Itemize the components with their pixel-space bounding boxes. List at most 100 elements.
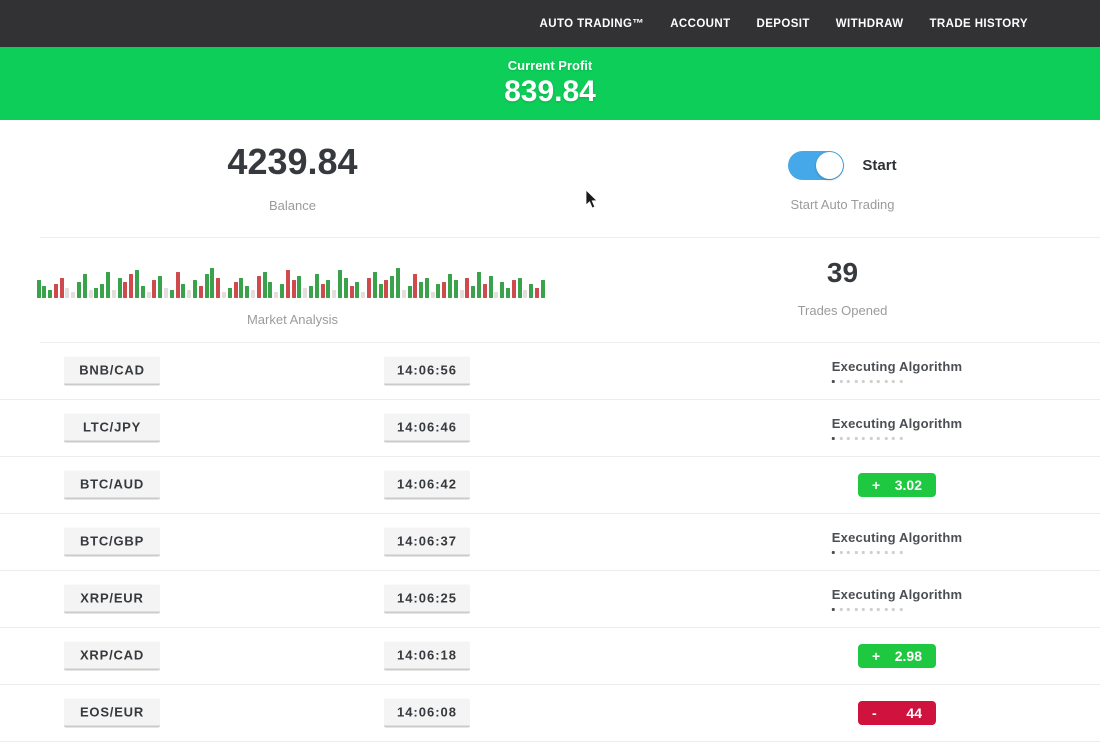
analysis-bar	[535, 288, 540, 298]
analysis-bar	[123, 282, 128, 298]
analysis-bar	[111, 290, 116, 298]
result-badge: + 3.02	[858, 473, 936, 497]
time-badge: 14:06:37	[384, 527, 470, 557]
nav-item-trade-history[interactable]: TRADE HISTORY	[929, 17, 1028, 30]
executing-status: Executing Algorithm	[831, 416, 963, 440]
analysis-bar	[233, 282, 238, 298]
analysis-bar	[245, 286, 250, 298]
executing-label: Executing Algorithm	[831, 359, 963, 374]
analysis-bar	[152, 280, 157, 298]
analysis-bar	[413, 274, 418, 298]
table-row: XRP/CAD 14:06:18 + 2.98	[0, 628, 1100, 685]
result-value: 2.98	[894, 648, 922, 664]
analysis-bar	[442, 282, 447, 298]
table-row: BTC/AUD 14:06:42 + 3.02	[0, 457, 1100, 514]
analysis-bar	[129, 274, 134, 298]
analysis-bar	[477, 272, 482, 298]
analysis-bar	[158, 276, 163, 298]
analysis-bar	[465, 278, 470, 298]
analysis-bar	[343, 278, 348, 298]
analysis-bar	[71, 292, 76, 298]
nav-item-withdraw[interactable]: WITHDRAW	[835, 17, 904, 30]
analysis-bar	[262, 272, 267, 298]
analysis-bar	[82, 274, 87, 298]
analysis-bar	[453, 280, 458, 298]
result-badge: + 2.98	[858, 644, 936, 668]
time-badge: 14:06:18	[384, 641, 470, 671]
trades-opened-value: 39	[826, 257, 859, 288]
analysis-bar	[65, 288, 70, 298]
analysis-bar	[314, 274, 319, 298]
analysis-bar	[204, 274, 209, 298]
analysis-bar	[140, 286, 145, 298]
time-badge: 14:06:56	[384, 356, 470, 386]
analysis-bar	[378, 284, 383, 298]
analysis-bar	[135, 270, 140, 298]
pair-badge: XRP/EUR	[64, 584, 160, 614]
table-top-divider	[40, 342, 1100, 343]
analysis-bar	[181, 284, 186, 298]
analysis-bar	[540, 280, 545, 298]
analysis-bar	[424, 278, 429, 298]
analysis-bar	[523, 290, 528, 298]
pair-badge: BTC/AUD	[64, 470, 160, 500]
analysis-bar	[88, 290, 93, 298]
progress-dots	[831, 551, 962, 554]
analysis-bar	[372, 272, 377, 298]
time-badge: 14:06:46	[384, 413, 470, 443]
analysis-bar	[117, 278, 122, 298]
market-analysis-label: Market Analysis	[246, 312, 339, 327]
analysis-bar	[471, 286, 476, 298]
market-analysis-chart	[36, 260, 549, 298]
top-nav: AUTO TRADING™ ACCOUNT DEPOSIT WITHDRAW T…	[0, 0, 1100, 47]
analysis-bar	[355, 282, 360, 298]
balance-label: Balance	[269, 197, 316, 213]
table-row: BTC/GBP 14:06:37 Executing Algorithm	[0, 514, 1100, 571]
current-profit-banner: Current Profit 839.84	[0, 47, 1100, 120]
analysis-bar	[459, 290, 464, 298]
analysis-bar	[42, 286, 47, 298]
analysis-bar	[506, 288, 511, 298]
pair-badge: LTC/JPY	[64, 413, 160, 443]
table-row: XRP/EUR 14:06:25 Executing Algorithm	[0, 571, 1100, 628]
analysis-bar	[448, 274, 453, 298]
analysis-bar	[216, 278, 221, 298]
result-sign: -	[872, 705, 877, 721]
pair-badge: BTC/GBP	[64, 527, 160, 557]
analysis-bar	[193, 280, 198, 298]
executing-label: Executing Algorithm	[831, 416, 963, 431]
analysis-bar	[517, 278, 522, 298]
current-profit-label: Current Profit	[507, 58, 593, 73]
analysis-bar	[326, 280, 331, 298]
analysis-bar	[349, 286, 354, 298]
time-badge: 14:06:08	[384, 698, 470, 728]
nav-item-auto-trading[interactable]: AUTO TRADING™	[539, 17, 645, 30]
auto-trading-toggle[interactable]	[788, 150, 845, 180]
analysis-bar	[59, 278, 64, 298]
analysis-bar	[36, 280, 41, 298]
analysis-bar	[361, 292, 366, 298]
analysis-bar	[279, 284, 284, 298]
analysis-bar	[401, 290, 406, 298]
analysis-bar	[274, 292, 279, 298]
executing-label: Executing Algorithm	[831, 587, 963, 602]
executing-label: Executing Algorithm	[831, 530, 963, 545]
analysis-bar	[48, 290, 53, 298]
table-row: EOS/EUR 14:06:08 - 44	[0, 685, 1100, 742]
analysis-bar	[407, 286, 412, 298]
time-badge: 14:06:42	[384, 470, 470, 500]
analysis-bar	[100, 284, 105, 298]
toggle-knob	[816, 151, 844, 179]
section-divider	[40, 237, 1100, 238]
balance-row: 4239.84 Balance Start Start Auto Trading	[0, 120, 1100, 237]
analysis-bar	[239, 278, 244, 298]
executing-status: Executing Algorithm	[831, 587, 963, 611]
analysis-bar	[395, 268, 400, 298]
analysis-bar	[291, 280, 296, 298]
nav-item-account[interactable]: ACCOUNT	[670, 17, 731, 30]
analysis-bar	[419, 282, 424, 298]
analysis-bar	[390, 276, 395, 298]
executing-status: Executing Algorithm	[831, 359, 963, 383]
result-value: 3.02	[894, 477, 922, 493]
nav-item-deposit[interactable]: DEPOSIT	[756, 17, 810, 30]
